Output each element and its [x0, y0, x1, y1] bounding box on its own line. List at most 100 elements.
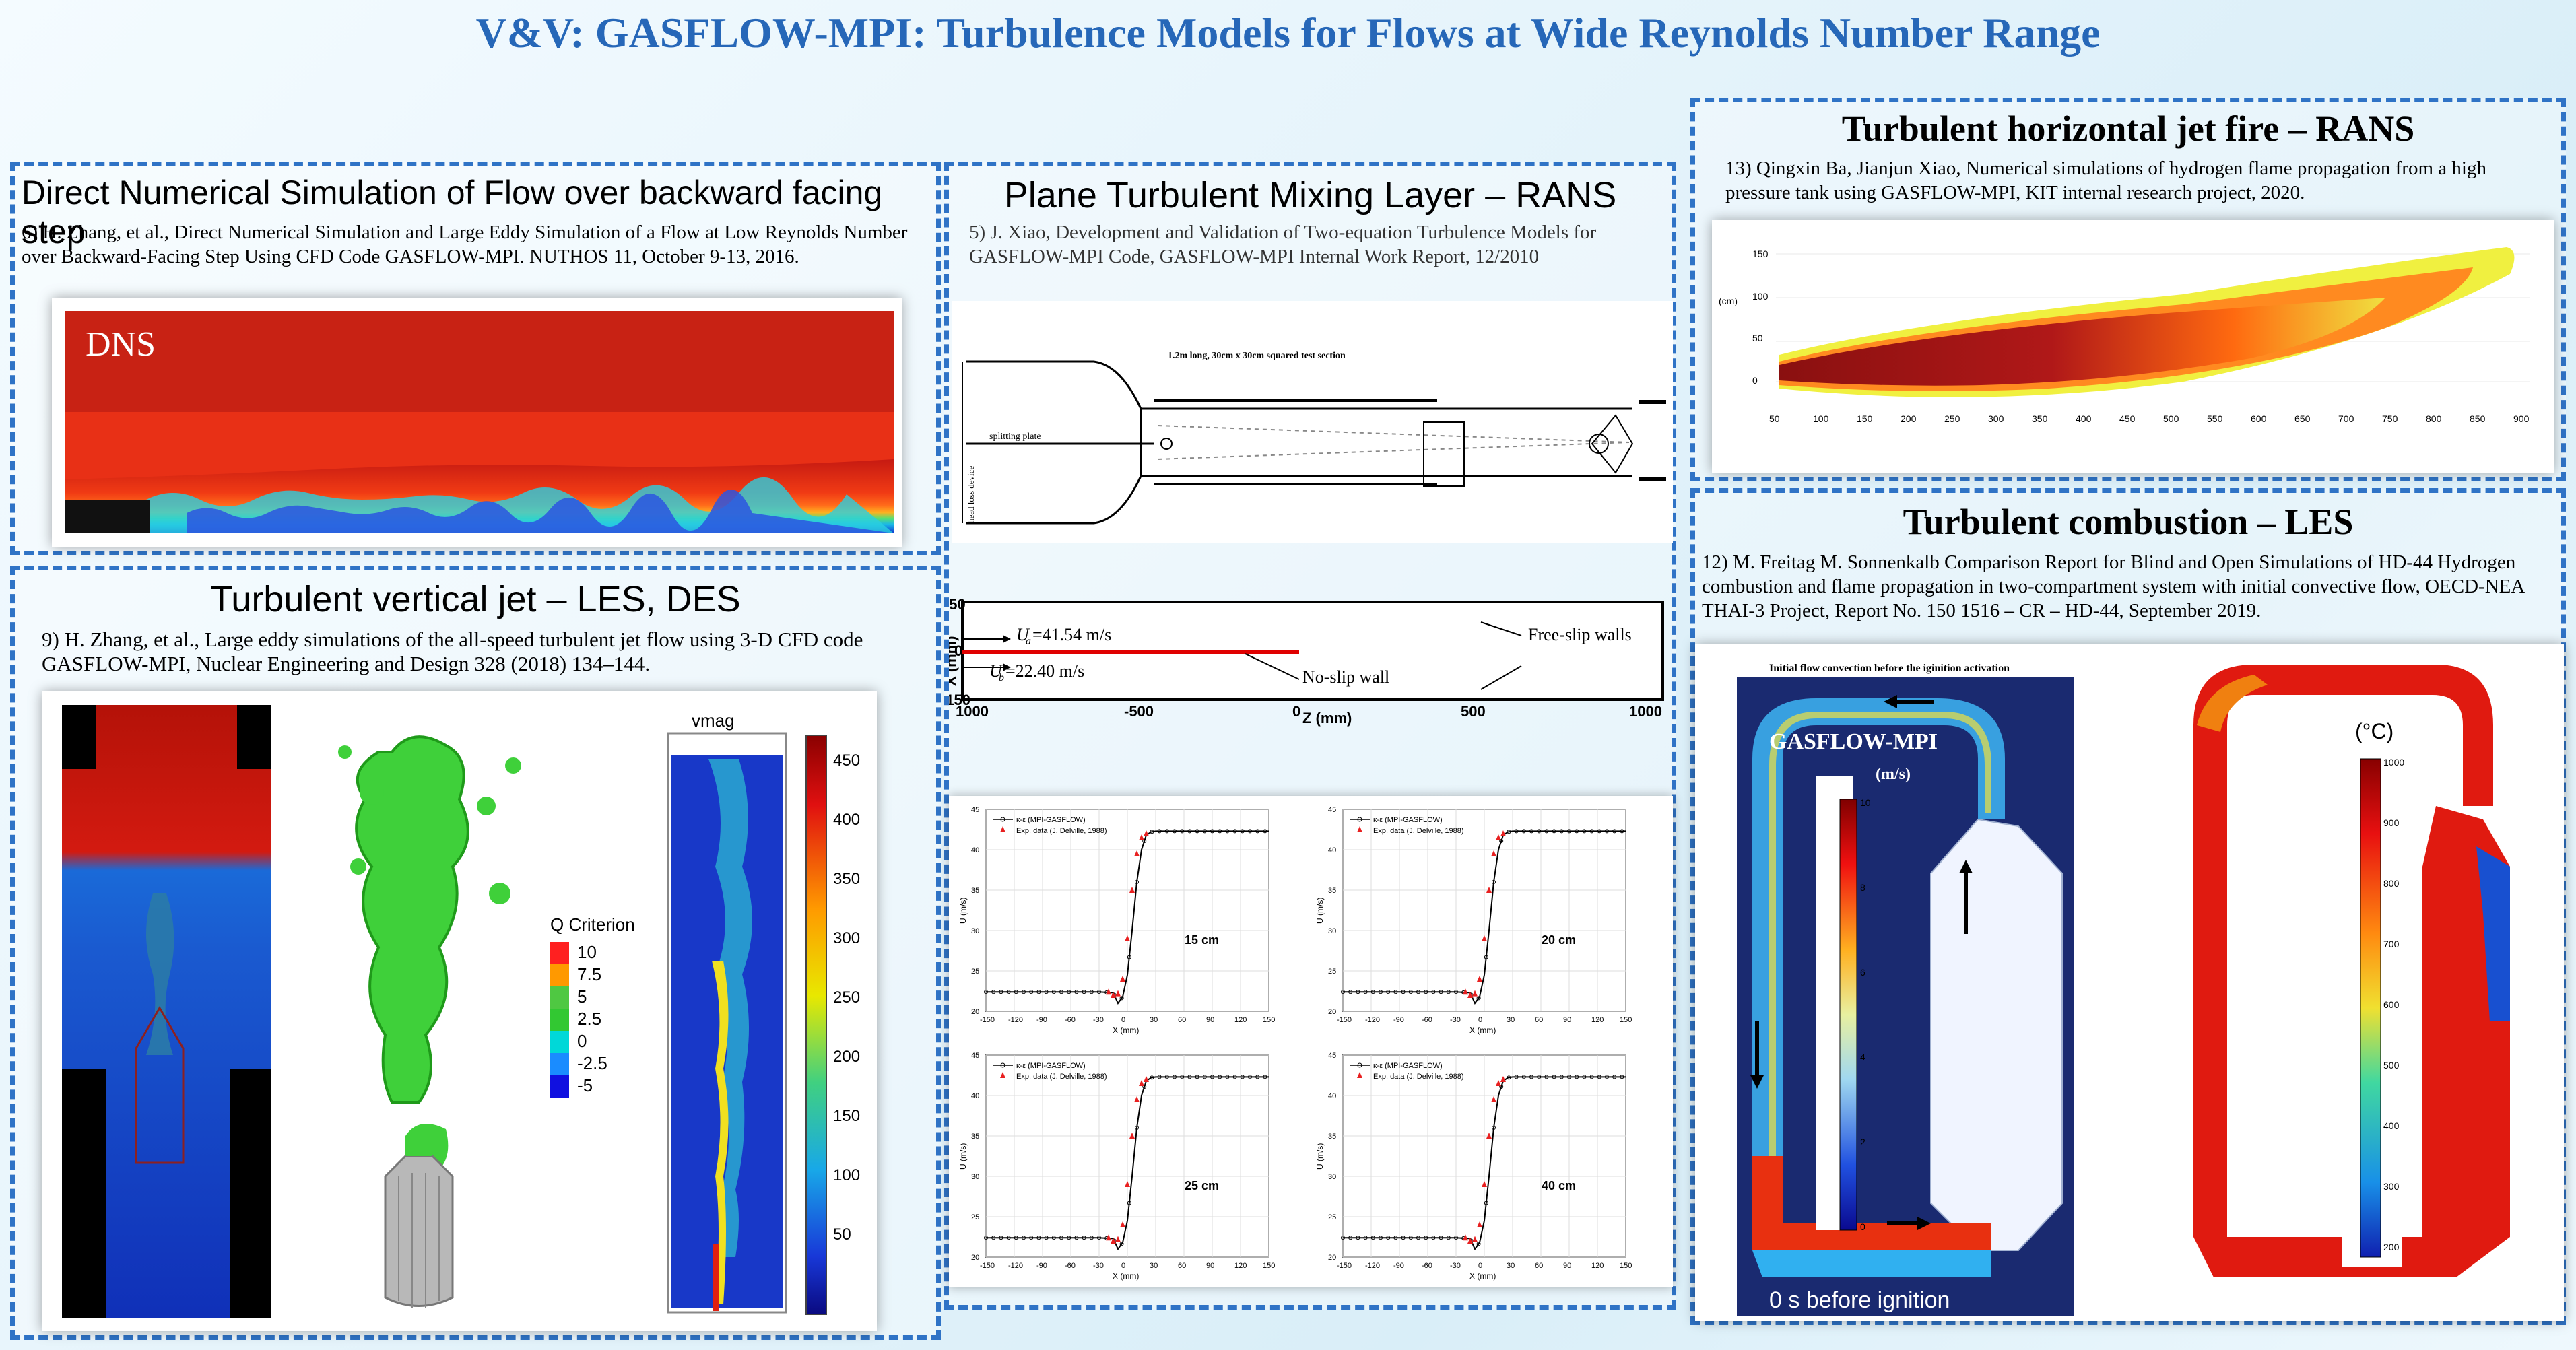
- model-marker: [1341, 1236, 1345, 1240]
- legend-exp: Exp. data (J. Delville, 1988): [1373, 1073, 1464, 1081]
- chart-xtick: -90: [1393, 1262, 1404, 1270]
- c-tick: 600: [2383, 999, 2400, 1010]
- exp-point: [1111, 1238, 1116, 1244]
- model-marker: [1424, 990, 1428, 994]
- ms-unit: (m/s): [1876, 766, 1911, 783]
- chart-ytick: 20: [1328, 1008, 1336, 1016]
- model-marker: [1089, 1236, 1094, 1240]
- model-marker: [1173, 1075, 1177, 1079]
- fire-xtick: 400: [2076, 413, 2092, 424]
- model-marker: [1582, 829, 1587, 834]
- jet-reference: 9) H. Zhang, et al., Large eddy simulati…: [42, 628, 863, 675]
- q-legend-swatch: [550, 942, 569, 964]
- fire-xtick: 850: [2470, 413, 2486, 424]
- vmag-tick: 150: [833, 1107, 860, 1125]
- chart-ytick: 45: [971, 1052, 979, 1060]
- q-legend-label: 5: [577, 986, 587, 1007]
- legend-exp: Exp. data (J. Delville, 1988): [1016, 1073, 1107, 1081]
- model-marker: [1210, 829, 1214, 834]
- fire-xticks: 50 100 150 200 250 300 350 400 450 500 550 600 650 70…: [1769, 413, 2530, 424]
- model-marker: [1059, 1236, 1063, 1240]
- model-marker: [1552, 1075, 1556, 1079]
- model-marker: [1232, 1075, 1237, 1079]
- chart-ytick: 30: [971, 927, 979, 935]
- combustion-svg: Initial flow convection before the igini…: [1737, 663, 2510, 1316]
- chart-ylabel: U (m/s): [958, 898, 968, 924]
- vmag-tick: 450: [833, 751, 860, 770]
- fire-figure: (cm) 150 100 50 0 50 100 150 200 250 300 350 400 45…: [1712, 220, 2554, 473]
- q-criterion-isosurface: [338, 735, 521, 1308]
- model-marker: [1620, 829, 1624, 834]
- fire-ytick: 50: [1752, 333, 1763, 343]
- chart-xtick: 120: [1591, 1262, 1604, 1270]
- model-marker: [1386, 1236, 1391, 1240]
- chart-ytick: 40: [971, 846, 979, 854]
- legend-model: κ-ε (MPI-GASFLOW): [1016, 1062, 1086, 1070]
- chart-ytick: 30: [1328, 1173, 1336, 1181]
- model-marker: [1356, 1236, 1360, 1240]
- chart-ylabel: U (m/s): [1315, 898, 1325, 924]
- model-marker: [1263, 829, 1267, 834]
- model-marker: [1119, 1242, 1124, 1246]
- chart-xtick: -120: [1365, 1262, 1380, 1270]
- chart-xtick: 150: [1263, 1016, 1275, 1024]
- model-marker: [1401, 990, 1406, 994]
- domain-xtick: 1000: [1629, 703, 1662, 720]
- model-marker: [1142, 839, 1147, 844]
- exp-point: [1120, 1221, 1125, 1227]
- chart-xlabel: X (mm): [1113, 1025, 1139, 1035]
- chart-xtick: 90: [1563, 1016, 1571, 1024]
- chart-xtick: -60: [1065, 1262, 1076, 1270]
- computational-domain: U a =41.54 m/s U b =22.40 m/s Free-slip …: [941, 592, 1673, 727]
- model-marker: [1521, 829, 1526, 834]
- exp-point: [1144, 1076, 1149, 1082]
- model-marker: [1135, 1126, 1139, 1130]
- c-tick: 1000: [2383, 757, 2404, 768]
- domain-xlabel: Z (mm): [1302, 710, 1352, 727]
- model-marker: [1006, 990, 1011, 994]
- model-marker: [1582, 1075, 1587, 1079]
- c-tick: 300: [2383, 1181, 2400, 1192]
- model-marker: [1514, 1075, 1519, 1079]
- model-marker: [1431, 990, 1436, 994]
- chart-xtick: 60: [1178, 1262, 1186, 1270]
- model-marker: [1255, 829, 1260, 834]
- model-marker: [1036, 990, 1041, 994]
- model-marker: [1202, 1075, 1207, 1079]
- model-marker: [1575, 829, 1579, 834]
- domain-ytop: 150: [949, 596, 966, 613]
- exp-point: [1144, 830, 1149, 836]
- chart-xlabel: X (mm): [1469, 1271, 1496, 1281]
- dns-figure: DNS: [52, 298, 902, 547]
- vmag-colorbar-ticks: 450 400 350 300 250 200 150 100 50: [833, 751, 860, 1244]
- exp-point: [1472, 990, 1478, 997]
- chart-xtick: 150: [1620, 1262, 1632, 1270]
- model-marker: [1044, 990, 1049, 994]
- fire-xtick: 550: [2207, 413, 2223, 424]
- model-marker: [1195, 829, 1199, 834]
- model-marker: [1074, 1236, 1079, 1240]
- chart-title: 15 cm: [1185, 933, 1219, 947]
- model-marker: [1529, 1075, 1533, 1079]
- model-marker: [1567, 829, 1571, 834]
- model-marker: [1431, 1236, 1436, 1240]
- model-marker: [999, 1236, 1003, 1240]
- exp-point: [1486, 1133, 1492, 1139]
- c-tick: 400: [2383, 1120, 2400, 1131]
- exp-point: [1463, 988, 1468, 995]
- chart-ytick: 45: [1328, 806, 1336, 814]
- model-marker: [1492, 1126, 1496, 1130]
- model-marker: [1499, 1085, 1504, 1089]
- fire-yticks: 150 100 50 0: [1752, 248, 1769, 386]
- model-marker: [1187, 829, 1192, 834]
- jet-figure-svg: Q Criterion 107.552.50-2.5-5 vmag 450 400…: [62, 705, 860, 1318]
- chart-ylabel: U (m/s): [1315, 1143, 1325, 1170]
- model-marker: [1067, 990, 1071, 994]
- time-label: 0 s before ignition: [1769, 1287, 1950, 1313]
- ms-tick: 0: [1860, 1221, 1865, 1232]
- fire-xtick: 250: [1944, 413, 1960, 424]
- section-label: 1.2m long, 30cm x 30cm squared test sect…: [1168, 351, 1346, 361]
- c-tick: 500: [2383, 1060, 2400, 1071]
- q-legend-label: 10: [577, 942, 597, 962]
- velocity-profile-charts: -150 -120 -90 -60 -30 0 30 60 90 120 150 20 25 30 35 40…: [949, 796, 1673, 1287]
